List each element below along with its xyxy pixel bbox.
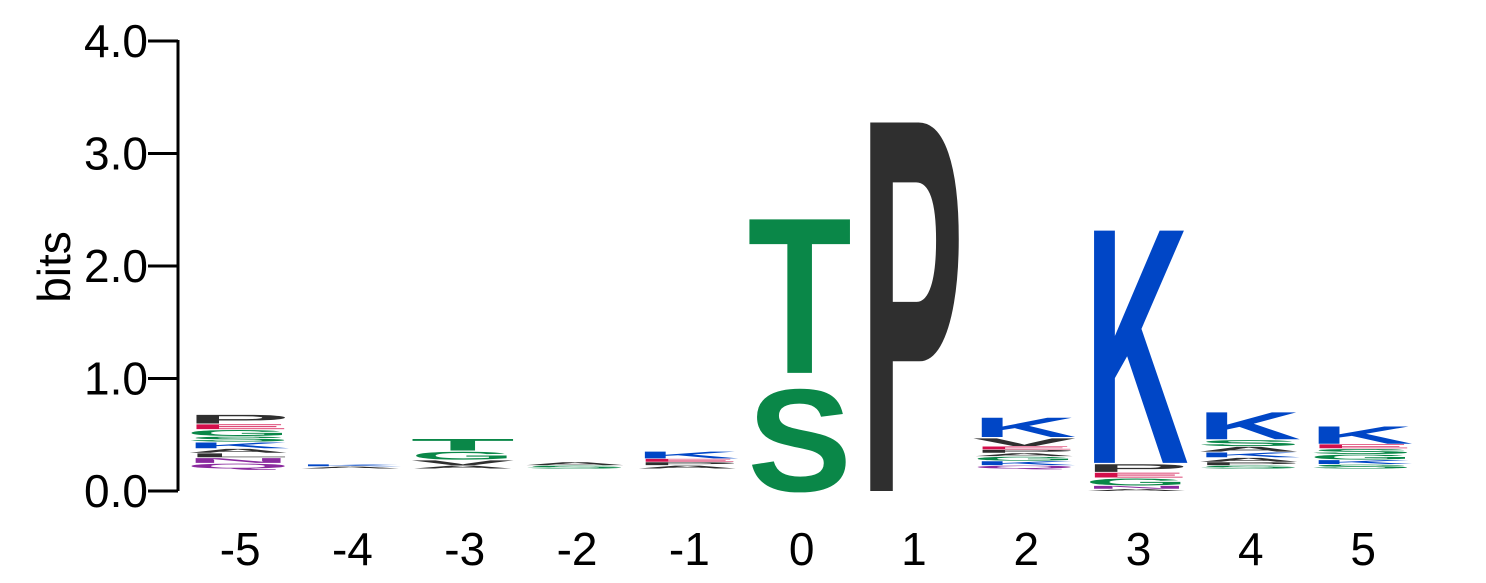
letter-a: A (1197, 445, 1301, 453)
x-tick-label: 3 (1126, 523, 1152, 575)
letter-p: P (1084, 462, 1188, 474)
letter-k: K (972, 412, 1076, 443)
letter-k: K (1309, 459, 1413, 465)
letter-e: E (972, 446, 1076, 451)
position-stack: P (860, 6, 964, 583)
x-tick-label: -5 (220, 523, 261, 575)
y-axis-title: bits (28, 231, 80, 303)
letter-g: G (411, 450, 515, 462)
letter-s: S (747, 360, 851, 523)
letter-t: T (748, 172, 852, 421)
x-tick-label: 1 (901, 523, 927, 575)
letter-a: A (972, 452, 1076, 457)
letter-p: P (635, 461, 739, 466)
letter-k: K (972, 460, 1076, 466)
letter-e: E (186, 423, 290, 431)
letter-s: S (1197, 465, 1301, 470)
letter-a: A (1084, 488, 1188, 491)
letter-k: K (635, 450, 739, 461)
x-tick-label: -3 (444, 523, 485, 575)
letter-k: K (1197, 404, 1301, 448)
position-stack: SA (523, 461, 627, 469)
letter-g: G (1084, 477, 1188, 488)
letter-a: A (523, 461, 627, 466)
y-tick-label: 1.0 (84, 353, 148, 405)
letter-p: P (972, 449, 1076, 454)
x-tick-label: 2 (1013, 523, 1039, 575)
letter-s: S (523, 465, 627, 470)
letter-k: K (186, 441, 290, 450)
letter-k: K (1309, 421, 1413, 449)
position-stack: AK (298, 464, 402, 469)
letter-s: S (1197, 439, 1301, 448)
y-tick-label: 2.0 (84, 240, 148, 292)
letter-k: K (298, 464, 402, 467)
letter-a: A (411, 465, 515, 470)
letter-n: N (186, 457, 290, 465)
letter-s: S (1309, 448, 1413, 456)
x-tick-group: -5 -4 -3 -2 -1 0 1 2 3 4 5 (220, 523, 1376, 575)
letter-e: E (1084, 471, 1188, 479)
letter-s: S (186, 435, 290, 443)
letter-p: P (860, 6, 964, 583)
letter-t: T (411, 435, 515, 454)
y-tick-label: 0.0 (84, 465, 148, 517)
x-tick-label: 5 (1350, 523, 1376, 575)
x-tick-label: -2 (557, 523, 598, 575)
letter-v: V (411, 459, 515, 467)
letter-a: A (186, 448, 290, 454)
letter-e: E (635, 458, 739, 463)
letter-p: P (186, 412, 290, 426)
letter-g: G (972, 456, 1076, 462)
y-tick-group: 0.0 1.0 2.0 3.0 4.0 (84, 15, 178, 517)
letter-n: N (1084, 485, 1188, 490)
x-tick-label: -1 (669, 523, 710, 575)
letter-a: A (635, 465, 739, 470)
x-tick-label: 4 (1238, 523, 1264, 575)
letter-g: G (186, 428, 290, 437)
position-stack: ST (747, 172, 851, 523)
x-tick-label: -4 (332, 523, 373, 575)
letter-p: P (1197, 461, 1301, 466)
letter-s: S (1309, 464, 1413, 470)
y-tick-label: 3.0 (84, 128, 148, 180)
letter-e: E (1309, 443, 1413, 449)
y-tick-label: 4.0 (84, 15, 148, 67)
letter-a: A (298, 466, 402, 469)
letter-q: Q (186, 462, 290, 470)
letter-q: Q (972, 465, 1076, 470)
letter-k: K (1084, 159, 1188, 536)
letter-a: A (1197, 457, 1301, 463)
letter-g: G (1309, 453, 1413, 461)
letter-l: L (186, 452, 290, 458)
letter-k: K (1197, 451, 1301, 459)
x-tick-label: 0 (789, 523, 815, 575)
letter-v: V (972, 436, 1076, 448)
